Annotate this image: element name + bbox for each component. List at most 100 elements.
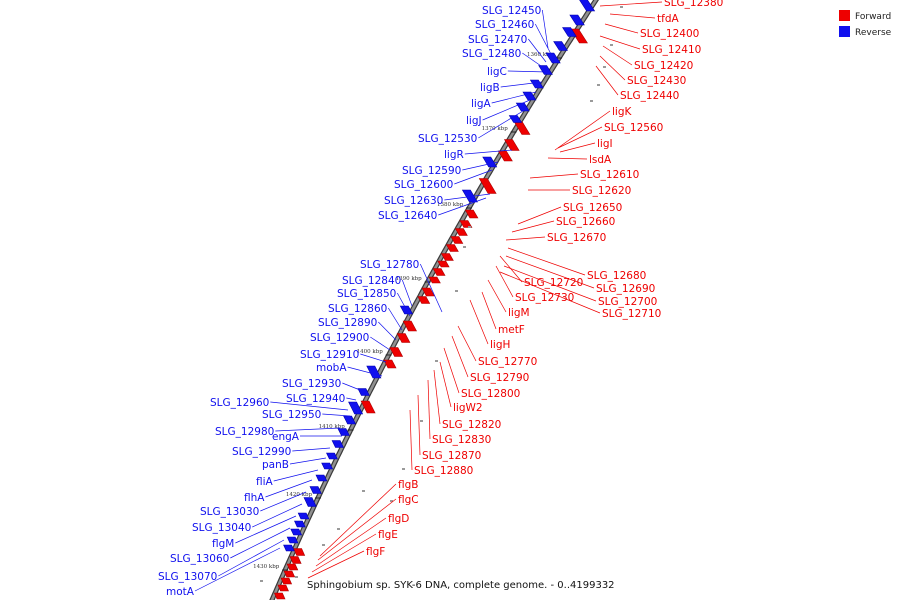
reverse-gene-label[interactable]: SLG_12990 (232, 446, 291, 458)
reverse-gene-label[interactable]: panB (262, 459, 289, 471)
forward-gene-label[interactable]: SLG_12800 (461, 388, 520, 400)
forward-gene-label[interactable]: SLG_12610 (580, 169, 639, 181)
reverse-gene-label[interactable]: mobA (316, 362, 347, 374)
reverse-label-leader (522, 52, 545, 69)
reverse-gene-label[interactable]: SLG_12940 (286, 393, 345, 405)
forward-gene-label[interactable]: SLG_12420 (634, 60, 693, 72)
minor-feature (337, 528, 340, 530)
reverse-gene-label[interactable]: engA (272, 431, 300, 443)
reverse-gene-label[interactable]: SLG_13040 (192, 522, 251, 534)
reverse-gene-label[interactable]: SLG_12890 (318, 317, 377, 329)
reverse-gene-label[interactable]: SLG_12960 (210, 397, 269, 409)
reverse-label-leader (273, 469, 319, 482)
reverse-gene-label[interactable]: motA (166, 586, 195, 598)
forward-gene-label[interactable]: ligM (508, 307, 530, 319)
reverse-gene-label[interactable]: SLG_12980 (215, 426, 274, 438)
reverse-gene-label[interactable]: SLG_12850 (337, 288, 396, 300)
reverse-gene-label[interactable]: SLG_12600 (394, 179, 453, 191)
reverse-gene-label[interactable]: flgM (212, 538, 234, 550)
reverse-gene-label[interactable]: SLG_12840 (342, 275, 401, 287)
reverse-gene-label[interactable]: ligC (487, 66, 507, 78)
forward-gene-label[interactable]: SLG_12400 (640, 28, 699, 40)
legend-reverse-swatch (839, 26, 850, 37)
forward-gene-label[interactable]: SLG_12830 (432, 434, 491, 446)
forward-gene-label[interactable]: SLG_12820 (442, 419, 501, 431)
reverse-gene (290, 528, 303, 536)
forward-gene-label[interactable]: flgB (398, 479, 418, 491)
forward-gene-label[interactable]: SLG_12710 (602, 308, 661, 320)
reverse-gene-label[interactable]: ligA (471, 98, 491, 110)
reverse-label-leader (347, 366, 383, 377)
forward-label-leader (599, 55, 626, 81)
forward-gene-label[interactable]: SLG_12380 (664, 0, 723, 9)
forward-gene-label[interactable]: tfdA (657, 13, 679, 25)
forward-gene-label[interactable]: SLG_12790 (470, 372, 529, 384)
reverse-gene-label[interactable]: flhA (244, 492, 265, 504)
reverse-gene-label[interactable]: SLG_12860 (328, 303, 387, 315)
reverse-gene-label[interactable]: ligR (444, 149, 464, 161)
forward-gene-label[interactable]: ligH (490, 339, 510, 351)
reverse-gene-label[interactable]: fliA (256, 476, 274, 488)
reverse-gene (286, 536, 299, 544)
forward-gene-label[interactable]: SLG_12560 (604, 122, 663, 134)
reverse-gene-label[interactable]: SLG_12780 (360, 259, 419, 271)
forward-gene-label[interactable]: flgD (388, 513, 409, 525)
reverse-gene (579, 0, 596, 12)
reverse-gene-label[interactable]: SLG_12930 (282, 378, 341, 390)
reverse-label-leader (342, 382, 361, 391)
forward-gene-label[interactable]: ligK (612, 106, 632, 118)
reverse-label-leader (454, 169, 493, 185)
reverse-label-leader (292, 447, 331, 452)
forward-gene (428, 276, 441, 284)
reverse-gene-label[interactable]: SLG_12450 (482, 5, 541, 17)
reverse-gene-label[interactable]: SLG_12530 (418, 133, 477, 145)
forward-gene-label[interactable]: SLG_12690 (596, 283, 655, 295)
forward-gene-label[interactable]: flgC (398, 494, 419, 506)
reverse-label-leader (275, 427, 341, 432)
forward-label-leader (599, 35, 641, 50)
forward-gene-label[interactable]: SLG_12620 (572, 185, 631, 197)
reverse-gene-label[interactable]: SLG_12460 (475, 19, 534, 31)
forward-gene-label[interactable]: SLG_12680 (587, 270, 646, 282)
forward-gene-label[interactable]: SLG_12720 (524, 277, 583, 289)
reverse-gene-label[interactable]: SLG_12640 (378, 210, 437, 222)
forward-gene-label[interactable]: SLG_12870 (422, 450, 481, 462)
minor-feature (610, 44, 613, 46)
reverse-gene-label[interactable]: SLG_12470 (468, 34, 527, 46)
forward-gene (280, 577, 293, 585)
forward-gene-label[interactable]: SLG_12880 (414, 465, 473, 477)
forward-gene-label[interactable]: SLG_12670 (547, 232, 606, 244)
forward-label-leader (451, 335, 469, 378)
forward-gene-label[interactable]: SLG_12440 (620, 90, 679, 102)
reverse-gene-label[interactable]: SLG_13030 (200, 506, 259, 518)
forward-gene-label[interactable]: SLG_12660 (556, 216, 615, 228)
forward-gene-label[interactable]: SLG_12700 (598, 296, 657, 308)
forward-gene-label[interactable]: flgE (378, 529, 398, 541)
reverse-gene-label[interactable]: SLG_12900 (310, 332, 369, 344)
forward-gene-label[interactable]: SLG_12730 (515, 292, 574, 304)
forward-gene-label[interactable]: SLG_12770 (478, 356, 537, 368)
forward-gene-label[interactable]: SLG_12650 (563, 202, 622, 214)
forward-gene-label[interactable]: SLG_12410 (642, 44, 701, 56)
reverse-gene-label[interactable]: ligB (480, 82, 500, 94)
reverse-gene-label[interactable]: SLG_12910 (300, 349, 359, 361)
forward-label-leader (317, 498, 397, 561)
forward-label-leader (315, 517, 387, 567)
reverse-gene-label[interactable]: ligJ (466, 115, 482, 127)
reverse-gene-label[interactable]: SLG_13070 (158, 571, 217, 583)
minor-feature (260, 580, 263, 582)
forward-gene (464, 209, 479, 219)
forward-gene-label[interactable]: metF (498, 324, 525, 336)
forward-gene-label[interactable]: ligI (597, 138, 613, 150)
reverse-gene-label[interactable]: SLG_13060 (170, 553, 229, 565)
reverse-gene-label[interactable]: SLG_12630 (384, 195, 443, 207)
forward-gene-label[interactable]: lsdA (589, 154, 612, 166)
reverse-gene-label[interactable]: SLG_12480 (462, 48, 521, 60)
reverse-gene-label[interactable]: SLG_12590 (402, 165, 461, 177)
reverse-gene-label[interactable]: SLG_12950 (262, 409, 321, 421)
forward-gene-label[interactable]: flgF (366, 546, 385, 558)
reverse-label-leader (500, 81, 543, 88)
reverse-gene (283, 544, 295, 552)
forward-gene-label[interactable]: ligW2 (453, 402, 483, 414)
forward-gene-label[interactable]: SLG_12430 (627, 75, 686, 87)
